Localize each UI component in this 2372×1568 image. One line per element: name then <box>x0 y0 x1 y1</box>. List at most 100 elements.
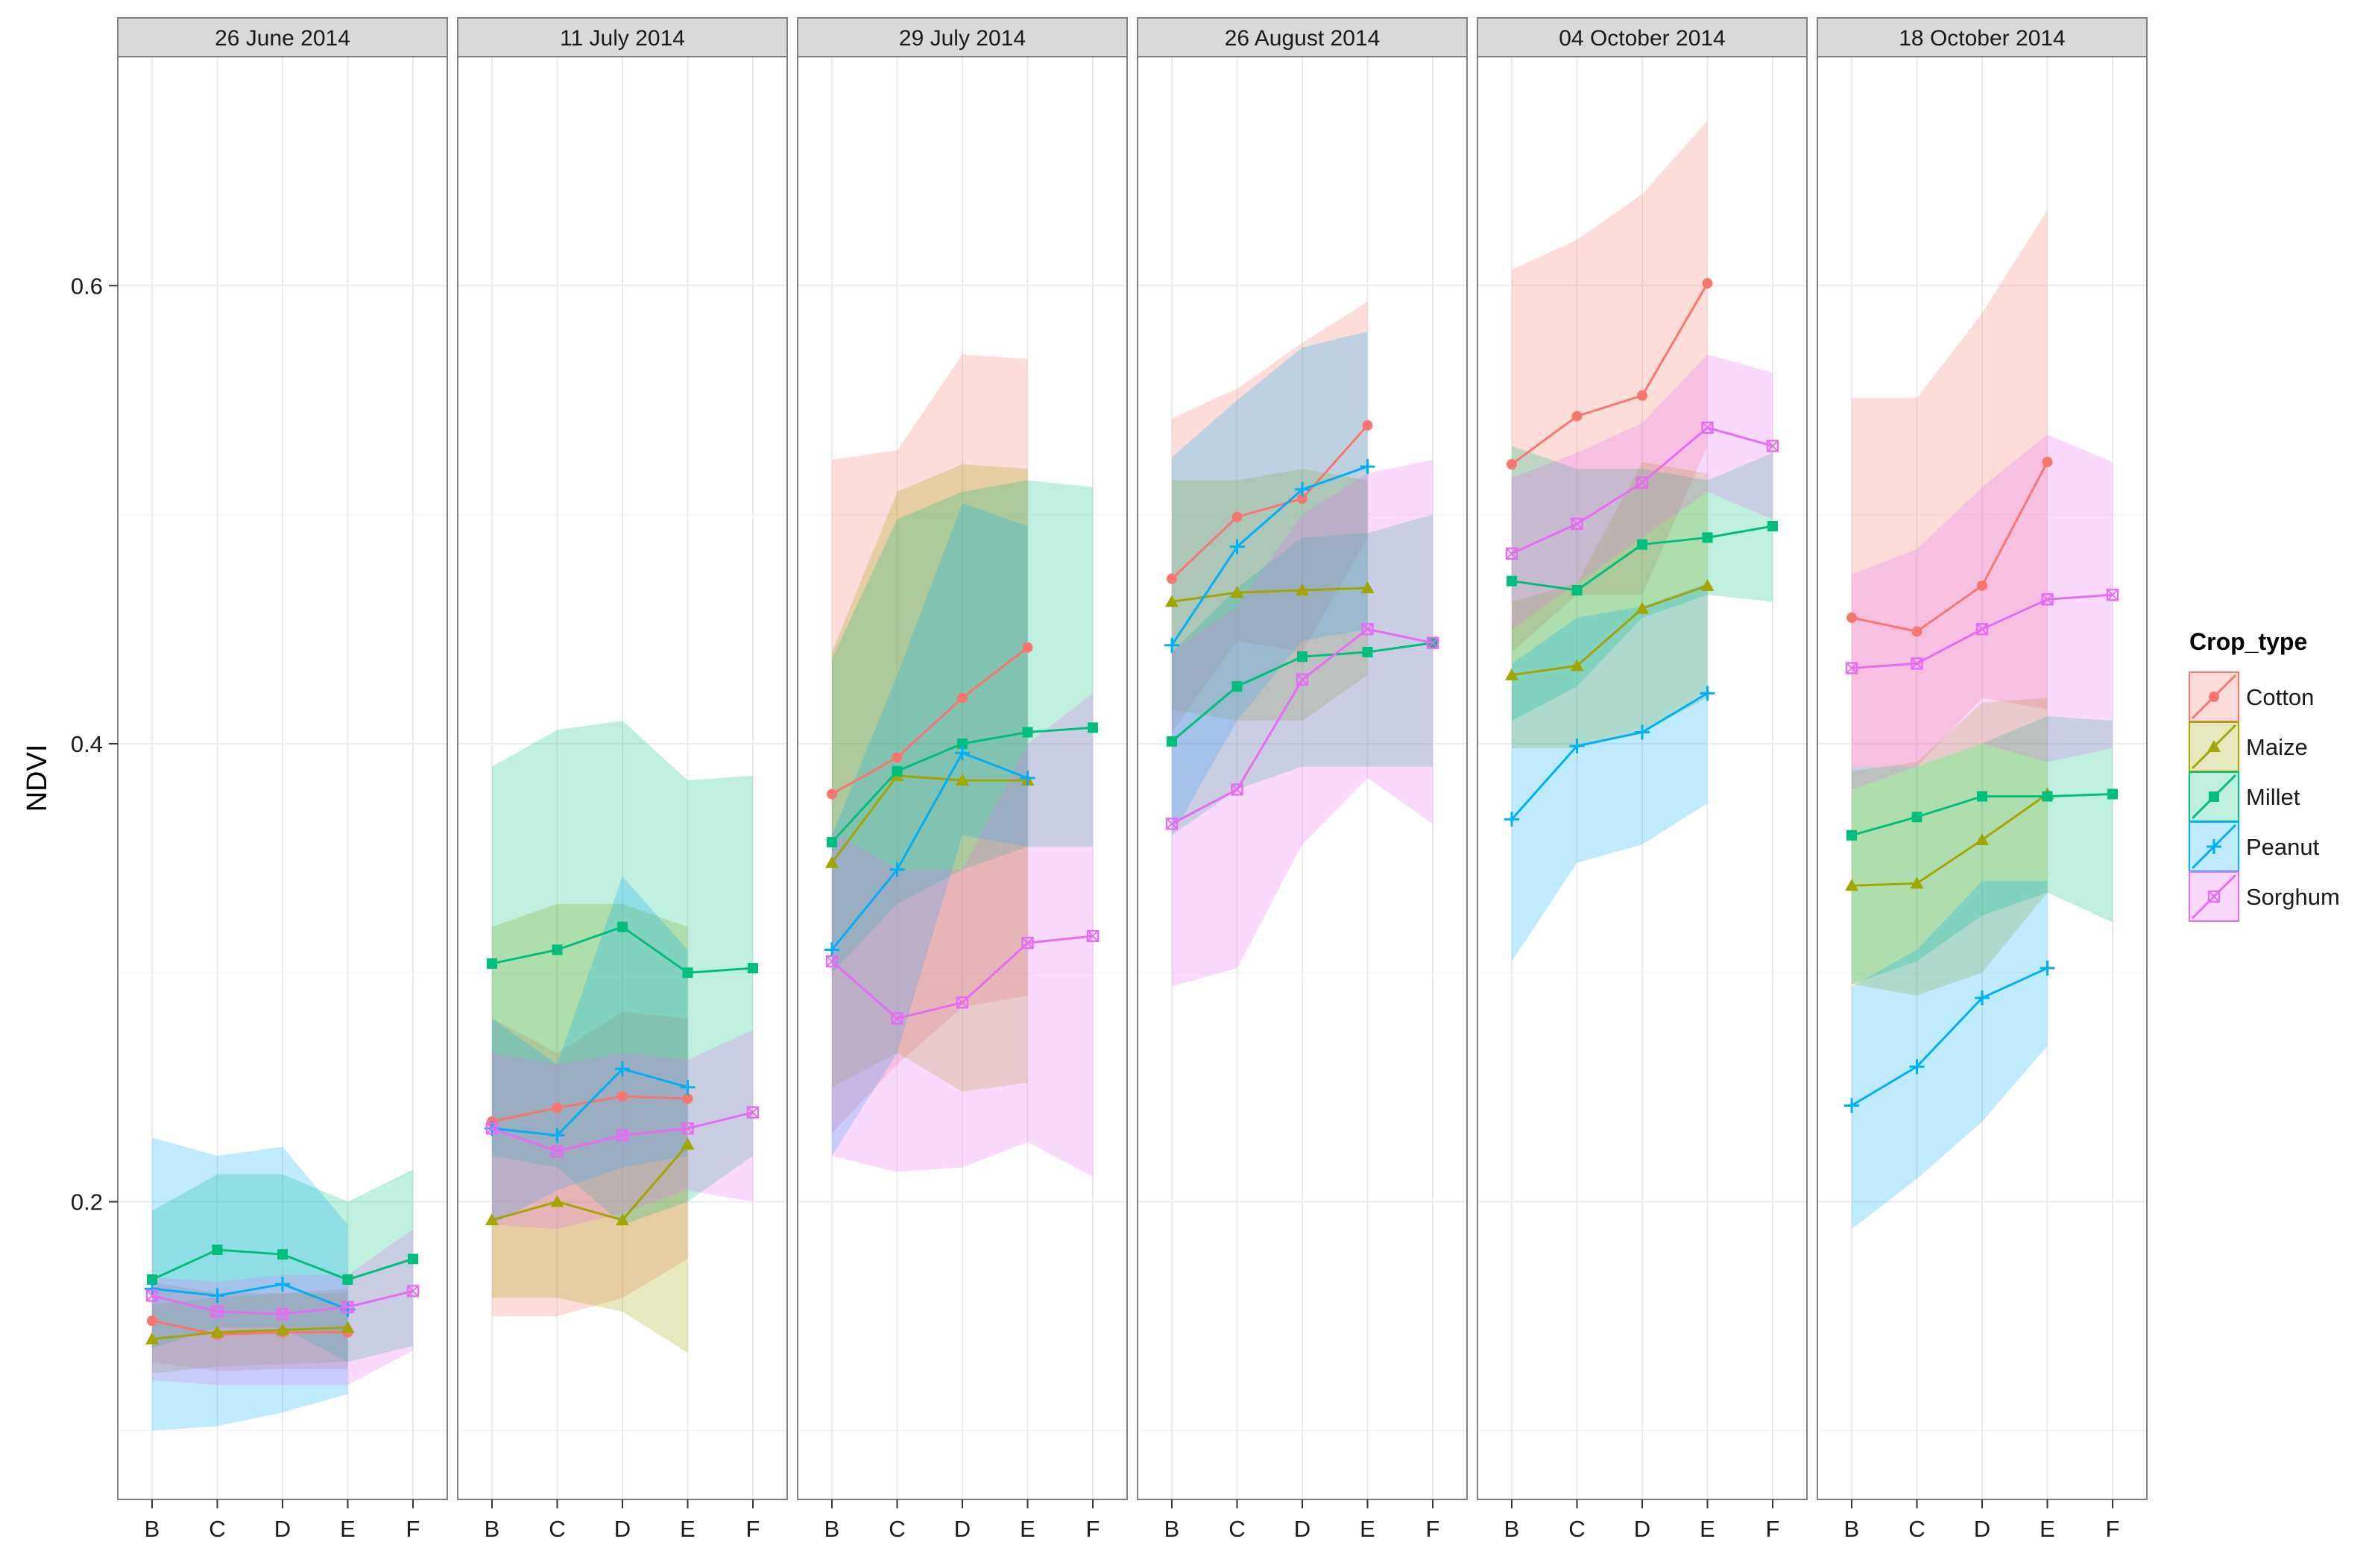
legend-key-marker <box>2207 890 2221 903</box>
facet-strip <box>117 17 448 57</box>
facet-title: 29 July 2014 <box>899 26 1026 51</box>
point-sorghum-B <box>1505 547 1518 560</box>
ribbon-cotton <box>152 1282 348 1371</box>
point-maize-C <box>1910 876 1924 889</box>
point-millet-B <box>487 958 497 969</box>
point-peanut-B <box>1164 637 1179 653</box>
line-peanut <box>151 1283 349 1311</box>
x-tick-label: E <box>340 1516 356 1542</box>
ribbon-maize <box>1852 698 2048 996</box>
line-cotton <box>151 1319 348 1336</box>
point-millet-E <box>1702 532 1713 543</box>
point-maize-C <box>550 1195 564 1207</box>
line-peanut <box>1510 692 1709 821</box>
point-sorghum-C <box>1231 783 1243 796</box>
legend-key-marker <box>2209 692 2219 702</box>
point-maize-B <box>145 1332 159 1344</box>
x-tick-label: C <box>1908 1516 1925 1542</box>
point-millet-F <box>748 963 758 974</box>
point-maize-E <box>681 1137 695 1150</box>
point-maize-D <box>1636 601 1649 614</box>
point-cotton-E <box>1702 278 1713 289</box>
point-cotton-D <box>1977 580 1987 591</box>
point-peanut-D <box>1295 481 1310 497</box>
point-sorghum-C <box>1571 517 1583 531</box>
point-cotton-C <box>1231 511 1243 522</box>
legend-key-marker <box>2207 740 2221 752</box>
point-sorghum-E <box>1021 937 1034 949</box>
point-cotton-D <box>1637 390 1647 401</box>
point-sorghum-E <box>1701 421 1714 434</box>
legend-title: Crop_type <box>2189 628 2307 655</box>
x-tick-label: F <box>1426 1516 1440 1542</box>
x-tick-label: B <box>145 1516 160 1542</box>
point-sorghum-D <box>1636 476 1649 489</box>
point-sorghum-F <box>1086 929 1100 943</box>
x-axis: B C D E F <box>1164 1499 1440 1542</box>
point-cotton-B <box>1167 573 1177 584</box>
line-cotton <box>831 646 1029 795</box>
x-tick-label: D <box>954 1516 971 1542</box>
x-tick-label: B <box>824 1516 840 1542</box>
point-millet-F <box>1088 722 1098 733</box>
point-cotton-D <box>957 692 968 704</box>
x-tick-label: E <box>1360 1516 1375 1542</box>
line-maize <box>491 1143 689 1221</box>
x-tick-label: B <box>1164 1516 1180 1542</box>
x-tick-label: E <box>1700 1516 1715 1542</box>
point-cotton-B <box>1846 612 1857 623</box>
legend-label: Millet <box>2246 784 2300 810</box>
line-peanut <box>1851 967 2048 1107</box>
point-maize-D <box>1296 584 1309 596</box>
x-tick-label: E <box>1020 1516 1035 1542</box>
point-sorghum-C <box>891 1012 903 1025</box>
x-tick-label: D <box>1634 1516 1650 1542</box>
point-millet-C <box>1911 812 1922 823</box>
point-sorghum-B <box>145 1289 159 1302</box>
point-maize-B <box>1505 668 1518 680</box>
point-maize-D <box>616 1213 629 1226</box>
ribbon-millet <box>1512 446 1773 721</box>
point-millet-F <box>1767 520 1778 531</box>
y-tick-label: 0.6 <box>71 273 103 299</box>
point-peanut-C <box>1569 738 1585 753</box>
point-millet-C <box>892 765 903 777</box>
point-millet-F <box>2107 788 2118 800</box>
point-peanut-D <box>955 745 970 761</box>
point-cotton-C <box>552 1102 563 1113</box>
legend-label: Sorghum <box>2246 884 2340 910</box>
line-maize <box>1511 584 1708 677</box>
point-maize-E <box>1360 581 1375 593</box>
point-sorghum-D <box>276 1307 289 1321</box>
legend-entry-peanut: Peanut <box>2189 821 2320 872</box>
ribbon-peanut <box>1512 583 1708 961</box>
ribbon-maize <box>1512 461 1708 749</box>
x-tick-label: E <box>2040 1516 2055 1542</box>
x-tick-label: B <box>1844 1516 1860 1542</box>
series-lines <box>485 921 760 1226</box>
line-cotton <box>1170 424 1369 580</box>
point-sorghum-F <box>1426 636 1439 649</box>
facet-panel-26-august-2014: 26 August 2014 B C D E F <box>1137 17 1468 1542</box>
point-maize-C <box>1570 659 1584 671</box>
point-sorghum-F <box>406 1285 420 1297</box>
point-millet-E <box>2042 791 2053 802</box>
series-lines <box>1164 420 1439 830</box>
legend-label: Peanut <box>2246 834 2320 860</box>
series-lines <box>824 642 1100 1025</box>
ribbon-peanut <box>492 876 688 1225</box>
point-peanut-D <box>1635 724 1650 740</box>
x-tick-label: C <box>889 1516 905 1542</box>
point-maize-B <box>1845 879 1858 891</box>
point-millet-C <box>212 1245 223 1256</box>
point-cotton-C <box>1911 626 1922 637</box>
point-peanut-C <box>549 1128 565 1143</box>
point-cotton-B <box>1507 458 1517 470</box>
ribbon-millet <box>832 480 1093 973</box>
x-tick-label: F <box>1766 1516 1780 1542</box>
point-peanut-C <box>889 862 905 877</box>
point-millet-E <box>342 1274 353 1285</box>
series-lines <box>1844 456 2119 1113</box>
point-cotton-E <box>2042 456 2053 467</box>
x-tick-label: C <box>209 1516 225 1542</box>
